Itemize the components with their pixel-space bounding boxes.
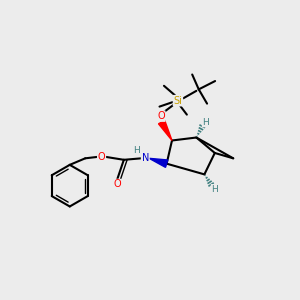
Text: O: O: [157, 111, 165, 121]
Text: N: N: [142, 153, 149, 163]
Text: O: O: [113, 179, 121, 190]
Text: H: H: [212, 185, 218, 194]
Polygon shape: [149, 158, 168, 167]
Polygon shape: [158, 120, 172, 140]
Text: H: H: [134, 146, 140, 154]
Text: O: O: [98, 152, 105, 162]
Text: Si: Si: [173, 96, 182, 106]
Text: H: H: [202, 118, 209, 127]
